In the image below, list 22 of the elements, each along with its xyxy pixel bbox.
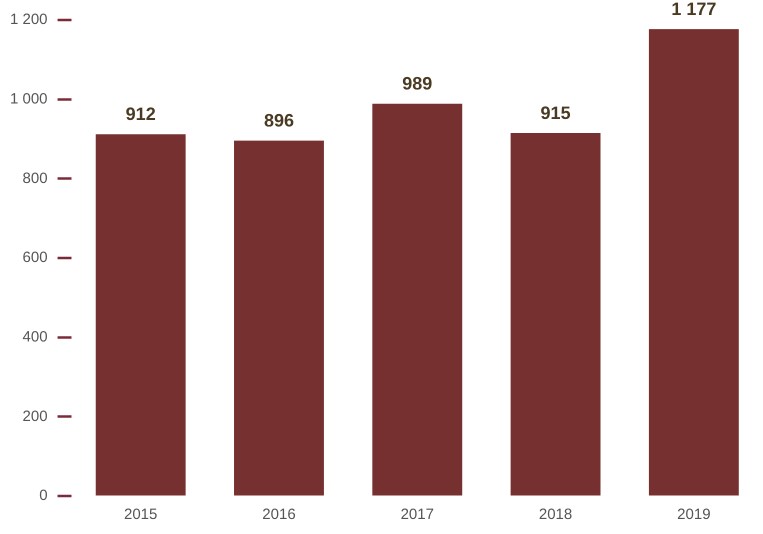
bar (648, 29, 739, 496)
y-tick-label: 600 (22, 249, 48, 266)
y-tick-label: 0 (39, 487, 48, 504)
data-label: 1 177 (671, 0, 716, 20)
x-tick-label: 2018 (538, 506, 572, 524)
bar (96, 134, 186, 496)
y-tick-label: 800 (22, 170, 48, 187)
bar (510, 133, 601, 496)
bar (234, 140, 324, 496)
y-tick-label: 1 200 (10, 11, 48, 28)
bar (372, 104, 462, 496)
y-tick-label: 200 (22, 408, 48, 425)
data-label: 989 (402, 74, 432, 94)
x-tick-label: 2017 (400, 506, 434, 524)
x-tick-label: 2015 (124, 506, 158, 524)
data-label: 896 (264, 110, 294, 131)
x-tick-label: 2016 (262, 506, 296, 524)
x-tick-label: 2019 (677, 506, 711, 524)
y-tick-label: 1 000 (10, 90, 48, 108)
y-tick-label: 400 (22, 328, 48, 346)
data-label: 912 (126, 104, 156, 124)
data-label: 915 (540, 103, 571, 124)
